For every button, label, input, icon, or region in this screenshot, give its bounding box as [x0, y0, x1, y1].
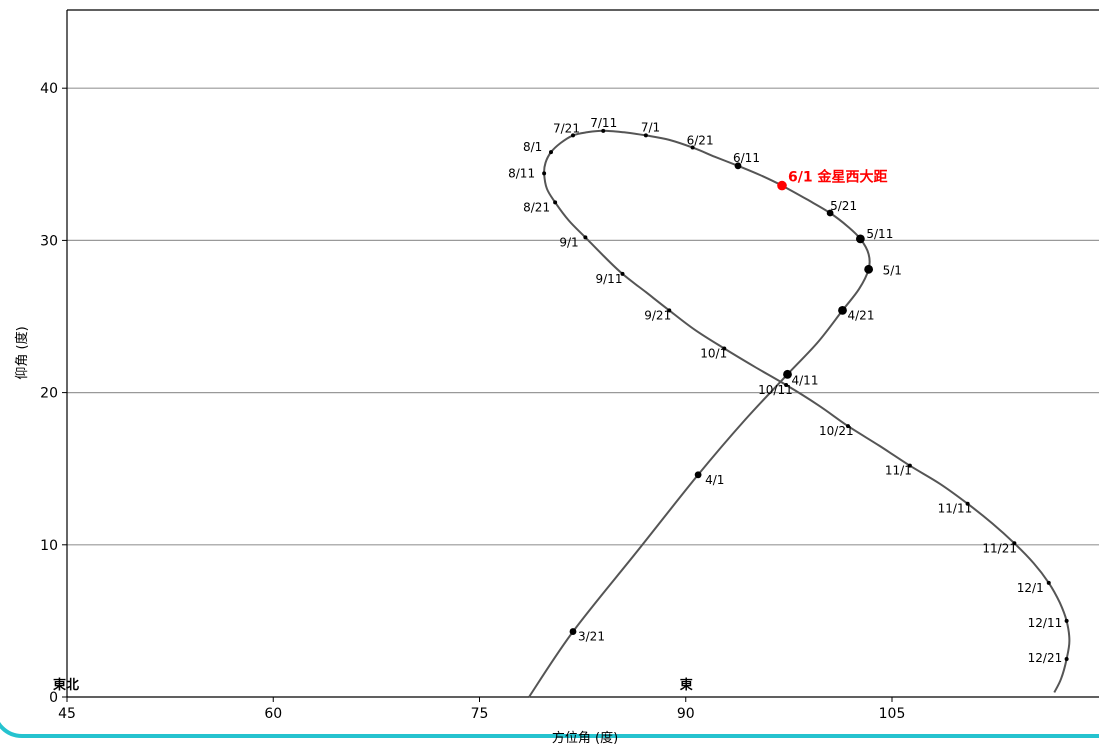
date-point-9-11 — [620, 271, 625, 276]
date-point-4-21 — [838, 306, 847, 315]
date-point-6-21 — [690, 145, 695, 150]
date-label-4-1: 4/1 — [705, 473, 724, 487]
date-point-12-21 — [1064, 656, 1069, 661]
date-label-12-11: 12/11 — [1028, 616, 1063, 630]
date-point-5-21 — [826, 209, 834, 217]
date-label-10-11: 10/11 — [758, 383, 793, 397]
date-point-12-11 — [1064, 618, 1069, 623]
date-point-8-1 — [549, 150, 553, 155]
date-label-11-11: 11/11 — [938, 502, 973, 516]
date-label-5-21: 5/21 — [830, 199, 857, 213]
date-point-10-1 — [722, 346, 727, 351]
y-tick-label: 0 — [49, 690, 58, 706]
date-point-12-1 — [1046, 580, 1051, 585]
date-label-10-21: 10/21 — [819, 424, 854, 438]
date-point-10-11 — [784, 382, 789, 387]
date-label-6-11: 6/11 — [733, 151, 760, 165]
date-label-11-21: 11/21 — [982, 541, 1017, 555]
date-point-5-11 — [855, 234, 865, 244]
date-point-11-21 — [1012, 541, 1017, 546]
grid-lines — [67, 87, 1099, 546]
x-tick-label: 60 — [264, 706, 282, 722]
date-label-10-1: 10/1 — [700, 346, 727, 360]
date-label-7-1: 7/1 — [641, 120, 660, 134]
date-point-11-1 — [907, 463, 912, 468]
highlight-annotation: 6/1 金星西大距 — [788, 169, 887, 186]
date-label-4-21: 4/21 — [848, 308, 875, 322]
date-label-8-11: 8/11 — [508, 166, 535, 180]
date-point-11-11 — [965, 501, 970, 506]
highlight-point-6-1 — [777, 180, 787, 191]
date-label-9-21: 9/21 — [644, 308, 671, 322]
venus-path-line — [528, 129, 1071, 698]
date-label-4-11: 4/11 — [792, 373, 819, 387]
y-axis-label: 仰角 (度) — [14, 326, 30, 379]
date-point-10-21 — [846, 424, 850, 429]
direction-label: 東 — [680, 677, 693, 693]
date-point-4-11 — [783, 369, 792, 379]
direction-label: 東北 — [53, 677, 79, 693]
date-label-5-11: 5/11 — [866, 227, 893, 241]
date-label-7-11: 7/11 — [590, 116, 617, 130]
date-point-7-1 — [643, 133, 648, 138]
date-label-5-1: 5/1 — [883, 263, 902, 277]
y-tick-label: 40 — [40, 81, 58, 97]
date-point-7-21 — [571, 133, 575, 138]
date-label-8-1: 8/1 — [523, 140, 542, 154]
date-point-9-21 — [667, 308, 672, 313]
date-point-8-11 — [542, 171, 547, 176]
date-label-8-21: 8/21 — [523, 200, 550, 214]
date-label-7-21: 7/21 — [553, 121, 580, 135]
date-label-11-1: 11/1 — [885, 464, 912, 478]
direction-labels: 東北 東 — [53, 677, 693, 693]
x-axis-label: 方位角 (度) — [552, 730, 618, 746]
date-label-12-1: 12/1 — [1017, 581, 1044, 595]
y-tick-label: 20 — [40, 386, 58, 402]
date-label-12-21: 12/21 — [1028, 651, 1063, 665]
date-point-4-1 — [694, 471, 702, 479]
date-point-6-11 — [734, 162, 742, 170]
x-tick-label: 75 — [471, 706, 489, 722]
date-label-9-11: 9/11 — [596, 272, 623, 286]
date-label-6-21: 6/21 — [687, 134, 714, 148]
y-tick-label: 10 — [40, 538, 58, 554]
date-point-3-21 — [569, 628, 577, 635]
tick-labels: 0 10 20 30 40 45 60 75 90 105 — [40, 81, 905, 722]
x-tick-label: 90 — [677, 706, 695, 722]
date-point-7-11 — [601, 128, 606, 133]
date-markers: 3/21 4/1 4/11 4/21 5/1 5/11 5/21 6/1 金星西大距 6/11 6… — [508, 116, 1069, 665]
date-label-9-1: 9/1 — [559, 235, 578, 249]
date-label-3-21: 3/21 — [578, 630, 605, 644]
date-point-9-1 — [583, 235, 588, 240]
date-point-8-21 — [553, 200, 558, 205]
x-tick-label: 45 — [58, 706, 76, 722]
date-point-5-1 — [864, 264, 874, 274]
y-tick-label: 30 — [40, 233, 58, 249]
axes — [62, 9, 1099, 702]
x-tick-label: 105 — [879, 706, 906, 722]
